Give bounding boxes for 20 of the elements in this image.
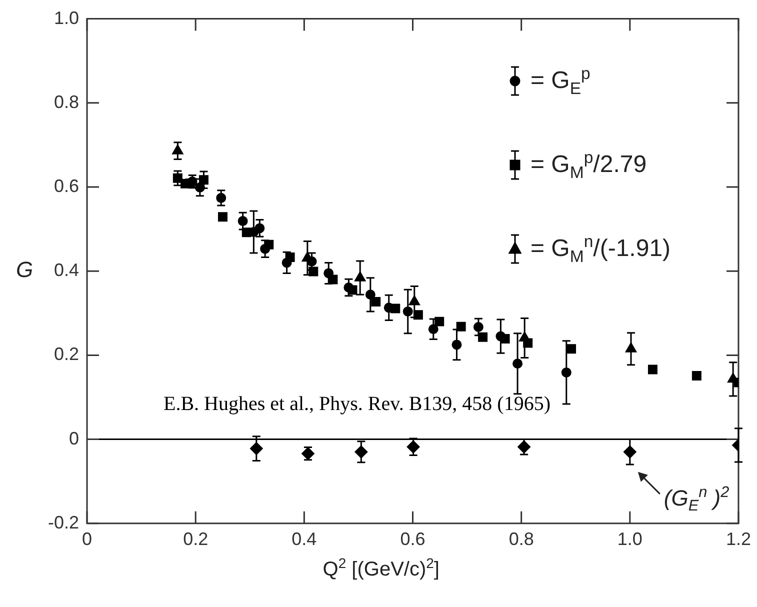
x-tick-label: 0.4 (292, 529, 317, 550)
x-tick-label: 0 (82, 529, 92, 550)
y-tick-label: 1.0 (54, 8, 80, 28)
x-tick-label: 0.8 (508, 529, 534, 550)
y-tick-label: -0.2 (48, 512, 80, 532)
legend-label: = G$_{M}$$^{n}$/(-1.91) (530, 232, 671, 267)
x-axis-title: Q$^{2}$ [(GeV/c)$^{2}$] (322, 555, 440, 582)
y-tick-label: 0.8 (54, 92, 80, 112)
y-tick-label: 0.4 (54, 260, 80, 280)
y-tick-label: 0.6 (54, 176, 80, 196)
legend-label: = G$_{M}$$^{p}$/2.79 (530, 148, 647, 183)
y-tick-label: 0.2 (54, 344, 80, 364)
x-tick-label: 1.0 (617, 529, 642, 550)
y-axis-title: G (16, 257, 34, 284)
x-tick-label: 1.2 (726, 529, 752, 550)
annotation: E.B. Hughes et al., Phys. Rev. B139, 458 (1965) (163, 393, 550, 416)
x-tick-label: 0.6 (400, 529, 426, 550)
x-tick-label: 0.2 (183, 529, 208, 550)
annotation: (G$_{E}$$^{n}$ )$^{2}$ (664, 484, 730, 516)
y-tick-label: 0 (69, 428, 80, 448)
